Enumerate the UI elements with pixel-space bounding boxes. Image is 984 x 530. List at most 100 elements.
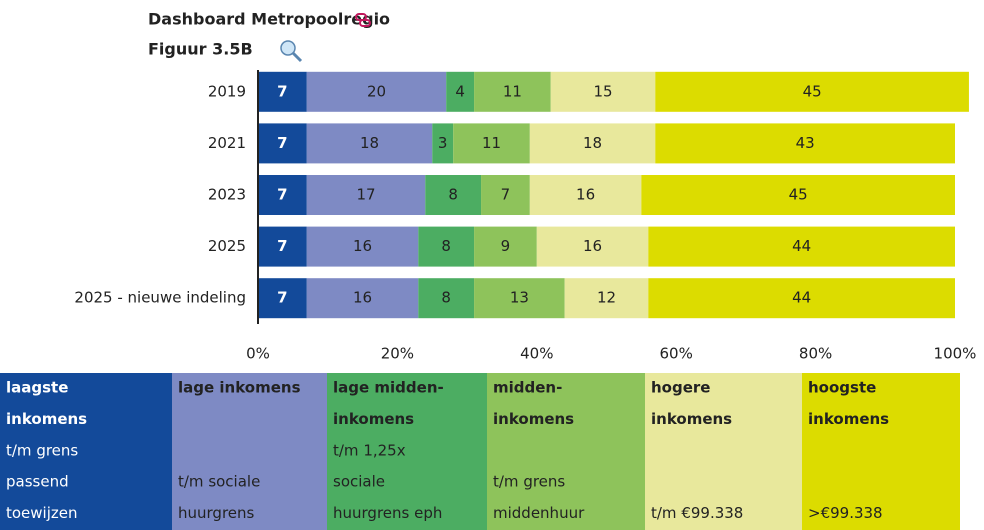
y-tick-label: 2021 [208, 134, 246, 152]
bar-segment [648, 278, 955, 319]
legend-cell: inkomens [333, 410, 414, 428]
legend-column [645, 373, 802, 530]
bar-segment [258, 71, 307, 112]
bar-segment [306, 123, 433, 164]
bar-segment [564, 278, 649, 319]
legend-cell: lage midden- [333, 379, 444, 397]
legend-cell: t/m sociale [178, 473, 260, 491]
legend-cell: inkomens [808, 410, 889, 428]
bar-segment [550, 71, 656, 112]
value-label: 16 [583, 237, 602, 255]
bar-segment [655, 71, 969, 112]
legend-cell: huurgrens eph [333, 504, 442, 522]
legend-cell: inkomens [6, 410, 87, 428]
legend-column [327, 373, 487, 530]
y-tick-label: 2025 [208, 237, 246, 255]
value-label: 45 [803, 82, 822, 100]
value-label: 7 [277, 237, 287, 255]
legend-cell: inkomens [651, 410, 732, 428]
value-label: 44 [792, 237, 811, 255]
legend-cell: >€99.338 [808, 504, 883, 522]
zoom-icon[interactable] [280, 40, 303, 63]
legend-cell: t/m €99.338 [651, 504, 743, 522]
link-icon[interactable] [355, 13, 371, 27]
legend-cell: inkomens [493, 410, 574, 428]
bar-segment [474, 226, 537, 267]
value-label: 7 [277, 82, 287, 100]
value-label: 8 [448, 186, 458, 204]
x-tick-label: 60% [660, 345, 693, 363]
bar-segment [258, 175, 307, 215]
value-label: 7 [277, 289, 287, 307]
bar-segment [258, 278, 307, 319]
bar-segment [529, 123, 656, 164]
value-label: 4 [455, 82, 465, 100]
value-label: 7 [501, 186, 511, 204]
legend-cell: toewijzen [6, 504, 78, 522]
bar-segment [641, 175, 955, 215]
bar-segment [474, 71, 551, 112]
bar-segment [306, 71, 447, 112]
value-label: 18 [360, 134, 379, 152]
value-label: 7 [277, 134, 287, 152]
value-label: 20 [367, 82, 386, 100]
value-label: 11 [482, 134, 501, 152]
value-label: 44 [792, 289, 811, 307]
bar-segment [536, 226, 649, 267]
y-tick-label: 2019 [208, 82, 246, 100]
value-label: 18 [583, 134, 602, 152]
bar-segment [446, 71, 475, 112]
bar-segment [432, 123, 454, 164]
legend-cell: passend [6, 473, 69, 491]
y-tick-label: 2023 [208, 186, 246, 204]
value-label: 45 [789, 186, 808, 204]
legend-cell: hoogste [808, 379, 876, 397]
bar-segment [306, 278, 419, 319]
legend-cell: midden- [493, 379, 562, 397]
legend-cell: laagste [6, 379, 68, 397]
x-tick-label: 0% [246, 345, 270, 363]
bar-segment [258, 123, 307, 164]
x-tick-label: 100% [934, 345, 977, 363]
bar-segment [418, 278, 475, 319]
legend-cell: hogere [651, 379, 710, 397]
bar-segment [648, 226, 955, 267]
legend-column [0, 373, 172, 530]
chart-subtitle: Figuur 3.5B [148, 40, 253, 59]
value-label: 16 [576, 186, 595, 204]
value-label: 13 [510, 289, 529, 307]
value-label: 17 [356, 186, 375, 204]
legend-column [487, 373, 645, 530]
bar-segment [655, 123, 955, 164]
legend-cell: t/m grens [6, 441, 78, 459]
value-label: 8 [441, 289, 451, 307]
value-label: 16 [353, 237, 372, 255]
legend-cell: sociale [333, 473, 385, 491]
value-label: 7 [277, 186, 287, 204]
x-tick-label: 80% [799, 345, 832, 363]
bar-segment [306, 175, 426, 215]
value-label: 9 [501, 237, 511, 255]
legend-cell: lage inkomens [178, 379, 301, 397]
bar-segment [453, 123, 530, 164]
value-label: 16 [353, 289, 372, 307]
bar-segment [258, 226, 307, 267]
value-label: 12 [597, 289, 616, 307]
bar-segment [418, 226, 475, 267]
value-label: 43 [796, 134, 815, 152]
bar-segment [306, 226, 419, 267]
value-label: 3 [438, 134, 448, 152]
legend-cell: huurgrens [178, 504, 255, 522]
legend-cell: t/m grens [493, 473, 565, 491]
legend-cell: t/m 1,25x [333, 441, 406, 459]
value-label: 8 [441, 237, 451, 255]
y-tick-label: 2025 - nieuwe indeling [74, 289, 246, 307]
x-tick-label: 20% [381, 345, 414, 363]
legend-cell: middenhuur [493, 504, 585, 522]
bar-segment [481, 175, 530, 215]
value-label: 15 [593, 82, 612, 100]
chart-title: Dashboard Metropoolregio [148, 10, 390, 29]
bar-segment [474, 278, 565, 319]
legend-column [172, 373, 327, 530]
